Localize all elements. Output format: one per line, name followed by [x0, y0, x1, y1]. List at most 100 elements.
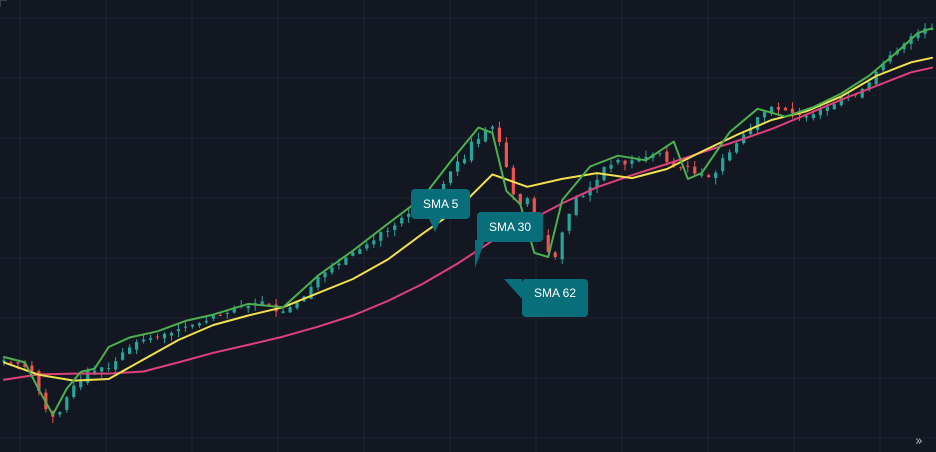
- candle-body: [190, 324, 194, 327]
- candle-body: [818, 109, 822, 116]
- candle-body: [176, 329, 181, 332]
- candle-body: [204, 320, 208, 323]
- scroll-to-realtime-button[interactable]: »: [908, 434, 930, 450]
- candle-body: [700, 173, 704, 176]
- candle-body: [211, 315, 215, 319]
- candle-body: [309, 286, 313, 299]
- corner-mark: [0, 0, 7, 7]
- candle-body: [567, 213, 571, 231]
- candle-body: [141, 339, 146, 342]
- candle-body: [672, 161, 676, 166]
- candle-body: [483, 129, 488, 142]
- candle-body: [832, 104, 836, 110]
- candle-body: [37, 371, 41, 392]
- candle-body: [609, 164, 613, 169]
- candle-body: [721, 158, 725, 172]
- candle-body: [316, 276, 320, 288]
- candle-body: [762, 111, 767, 118]
- candle-body: [455, 161, 460, 172]
- candle-body: [344, 257, 348, 265]
- candle-body: [372, 240, 376, 245]
- candle-body: [748, 127, 753, 135]
- candle-body: [448, 171, 453, 183]
- candle-body: [121, 352, 125, 360]
- moving-averages: [3, 27, 933, 416]
- candle-body: [867, 82, 871, 90]
- candle-body: [400, 217, 404, 224]
- candle-body: [630, 160, 634, 164]
- candle-body: [504, 142, 508, 167]
- candle-body: [2, 360, 6, 362]
- candle-body: [93, 370, 97, 373]
- candle-body: [393, 225, 397, 230]
- candle-body: [232, 308, 236, 313]
- candle-body: [107, 368, 111, 370]
- callout-pointer: [504, 279, 522, 299]
- sma5-line: [3, 27, 933, 416]
- candle-body: [407, 213, 411, 217]
- candle-body: [358, 249, 362, 254]
- candle-body: [595, 179, 599, 188]
- sma62-line: [3, 66, 933, 381]
- candle-body: [804, 115, 809, 118]
- candle-body: [686, 166, 690, 168]
- sma5-callout-label: SMA 5: [423, 197, 459, 211]
- candle-body: [281, 311, 285, 314]
- candle-body: [553, 252, 557, 257]
- candle-body: [246, 305, 250, 309]
- candle-body: [497, 127, 501, 143]
- candle-body: [337, 263, 341, 266]
- candle-body: [9, 362, 13, 364]
- candle-body: [365, 244, 369, 249]
- sma62-callout-label: SMA 62: [534, 286, 577, 300]
- candle-body: [169, 332, 174, 336]
- candle-body: [560, 232, 564, 260]
- candle-body: [114, 361, 118, 370]
- candle-body: [518, 193, 522, 205]
- candle-body: [58, 412, 62, 415]
- sma30-callout[interactable]: SMA 30: [475, 212, 544, 268]
- candle-body: [386, 230, 390, 232]
- callout-pointer: [429, 219, 441, 232]
- candle-body: [825, 106, 829, 112]
- candle-body: [155, 336, 160, 338]
- candle-body: [323, 272, 327, 278]
- sma5-callout[interactable]: SMA 5: [411, 189, 471, 232]
- candle-body: [623, 160, 627, 165]
- candle-body: [546, 235, 550, 252]
- sma62-callout[interactable]: SMA 62: [504, 279, 589, 317]
- candle-body: [100, 367, 104, 372]
- candle-body: [574, 197, 578, 215]
- candle-body: [65, 397, 69, 410]
- callout-pointer: [475, 240, 485, 268]
- candle-body: [30, 365, 34, 372]
- candle-body: [728, 152, 732, 161]
- candle-body: [665, 151, 669, 162]
- candle-body: [679, 167, 683, 169]
- candle-body: [197, 323, 201, 326]
- candle-body: [714, 172, 718, 179]
- candle-body: [637, 159, 641, 162]
- candle-body: [86, 371, 90, 383]
- candle-body: [16, 362, 20, 364]
- candle-body: [644, 156, 648, 159]
- candle-body: [860, 88, 864, 98]
- candle-body: [127, 347, 132, 354]
- candle-body: [658, 153, 662, 155]
- candle-body: [162, 333, 167, 339]
- candle-body: [469, 141, 474, 161]
- candle-body: [783, 107, 788, 111]
- sma30-callout-label: SMA 30: [489, 220, 532, 234]
- candle-body: [707, 175, 711, 178]
- candle-body: [134, 342, 139, 350]
- candle-body: [839, 97, 843, 106]
- candle-body: [790, 108, 795, 113]
- candle-body: [79, 381, 83, 388]
- candle-body: [330, 267, 334, 273]
- candle-body: [476, 139, 481, 144]
- candle-body: [295, 302, 299, 308]
- candle-body: [462, 159, 467, 164]
- candle-body: [693, 166, 697, 174]
